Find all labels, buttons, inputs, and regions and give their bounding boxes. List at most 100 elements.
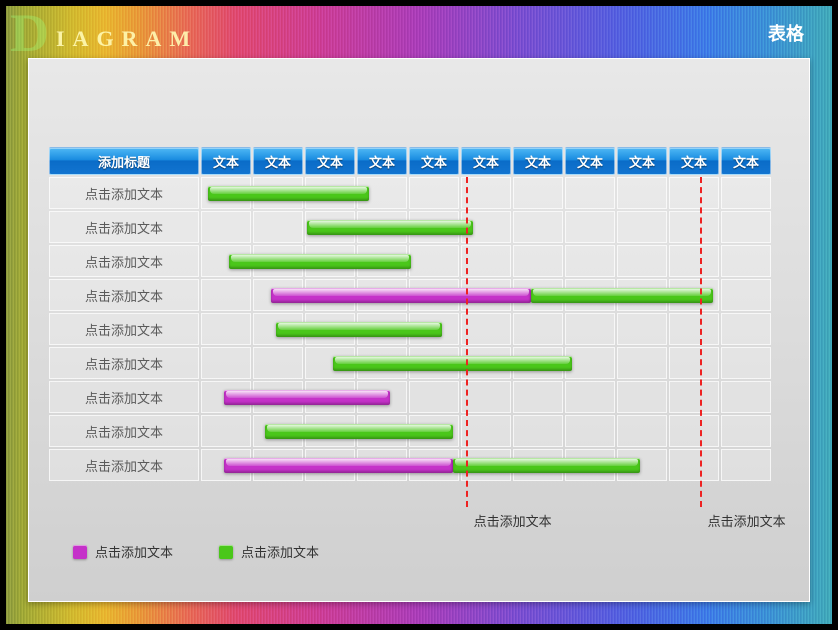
grid-cell xyxy=(721,279,771,311)
grid-cell xyxy=(565,245,615,277)
grid-cell xyxy=(721,347,771,379)
grid-cell xyxy=(513,313,563,345)
grid-cell xyxy=(721,177,771,209)
row-label: 点击添加文本 xyxy=(49,211,199,243)
grid-cell xyxy=(721,211,771,243)
grid-cell xyxy=(201,313,251,345)
slide-frame: D IAGRAM 表格 添加标题文本文本文本文本文本文本文本文本文本文本文本 点… xyxy=(6,6,832,624)
header-col-cell: 文本 xyxy=(513,147,563,175)
legend-swatch xyxy=(219,545,233,559)
table-row: 点击添加文本 xyxy=(49,347,789,379)
table-row: 点击添加文本 xyxy=(49,245,789,277)
header-col-cell: 文本 xyxy=(357,147,407,175)
grid-cell xyxy=(721,245,771,277)
grid-cell xyxy=(617,279,667,311)
grid-cell xyxy=(669,177,719,209)
grid-cell xyxy=(461,177,511,209)
grid-cell xyxy=(409,381,459,413)
row-label: 点击添加文本 xyxy=(49,279,199,311)
grid-cell xyxy=(565,449,615,481)
grid-cell xyxy=(253,211,303,243)
legend-label: 点击添加文本 xyxy=(241,542,319,561)
grid-cell xyxy=(461,211,511,243)
grid-cell xyxy=(513,245,563,277)
header-col-cell: 文本 xyxy=(305,147,355,175)
grid-cell xyxy=(253,381,303,413)
grid-cell xyxy=(513,211,563,243)
header-col-cell: 文本 xyxy=(201,147,251,175)
grid-cell xyxy=(409,177,459,209)
grid-cell xyxy=(669,313,719,345)
row-label: 点击添加文本 xyxy=(49,245,199,277)
grid-cell xyxy=(669,347,719,379)
grid-cell xyxy=(721,415,771,447)
grid-cell xyxy=(669,415,719,447)
grid-cell xyxy=(305,313,355,345)
grid-cell xyxy=(305,449,355,481)
grid-cell xyxy=(201,449,251,481)
grid-cell xyxy=(617,313,667,345)
legend-swatch xyxy=(73,545,87,559)
grid-cell xyxy=(305,415,355,447)
grid-cell xyxy=(253,177,303,209)
grid-cell xyxy=(253,415,303,447)
grid-cell xyxy=(565,211,615,243)
header-col-cell: 文本 xyxy=(565,147,615,175)
grid-cell xyxy=(513,415,563,447)
grid-cell xyxy=(617,211,667,243)
header-col-cell: 文本 xyxy=(721,147,771,175)
grid-cell xyxy=(357,279,407,311)
grid-cell xyxy=(461,347,511,379)
legend-item: 点击添加文本 xyxy=(219,542,319,561)
grid-cell xyxy=(461,381,511,413)
gantt-chart: 添加标题文本文本文本文本文本文本文本文本文本文本文本 点击添加文本点击添加文本点… xyxy=(49,147,789,483)
grid-cell xyxy=(565,279,615,311)
grid-cell xyxy=(513,449,563,481)
grid-cell xyxy=(253,449,303,481)
grid-cell xyxy=(617,449,667,481)
table-row: 点击添加文本 xyxy=(49,211,789,243)
grid-cell xyxy=(357,381,407,413)
grid-cell xyxy=(513,177,563,209)
grid-cell xyxy=(201,177,251,209)
grid-cell xyxy=(721,381,771,413)
grid-cell xyxy=(669,279,719,311)
header-col-cell: 文本 xyxy=(617,147,667,175)
grid-cell xyxy=(565,381,615,413)
grid-cell xyxy=(461,415,511,447)
milestone-label: 点击添加文本 xyxy=(474,511,552,530)
grid-cell xyxy=(409,211,459,243)
grid-cell xyxy=(617,177,667,209)
row-label: 点击添加文本 xyxy=(49,177,199,209)
grid-cell xyxy=(409,313,459,345)
grid-cell xyxy=(409,449,459,481)
grid-cell xyxy=(565,415,615,447)
grid-cell xyxy=(617,245,667,277)
row-label: 点击添加文本 xyxy=(49,449,199,481)
grid-cell xyxy=(461,313,511,345)
grid-cell xyxy=(409,347,459,379)
grid-cell xyxy=(721,313,771,345)
grid-cell xyxy=(617,415,667,447)
legend-label: 点击添加文本 xyxy=(95,542,173,561)
table-row: 点击添加文本 xyxy=(49,381,789,413)
grid-cell xyxy=(461,449,511,481)
grid-cell xyxy=(669,449,719,481)
grid-cell xyxy=(461,279,511,311)
grid-cell xyxy=(305,211,355,243)
header-col-cell: 文本 xyxy=(253,147,303,175)
grid-cell xyxy=(305,279,355,311)
grid: 点击添加文本点击添加文本点击添加文本点击添加文本点击添加文本点击添加文本点击添加… xyxy=(49,177,789,481)
grid-cell xyxy=(669,381,719,413)
table-row: 点击添加文本 xyxy=(49,313,789,345)
grid-cell xyxy=(305,381,355,413)
legend: 点击添加文本 点击添加文本 xyxy=(73,542,319,561)
row-label: 点击添加文本 xyxy=(49,313,199,345)
grid-cell xyxy=(357,313,407,345)
grid-cell xyxy=(409,415,459,447)
grid-cell xyxy=(253,279,303,311)
panel: 添加标题文本文本文本文本文本文本文本文本文本文本文本 点击添加文本点击添加文本点… xyxy=(28,58,810,602)
corner-label: 表格 xyxy=(768,20,804,46)
title-letter: D xyxy=(10,2,47,64)
grid-cell xyxy=(617,381,667,413)
